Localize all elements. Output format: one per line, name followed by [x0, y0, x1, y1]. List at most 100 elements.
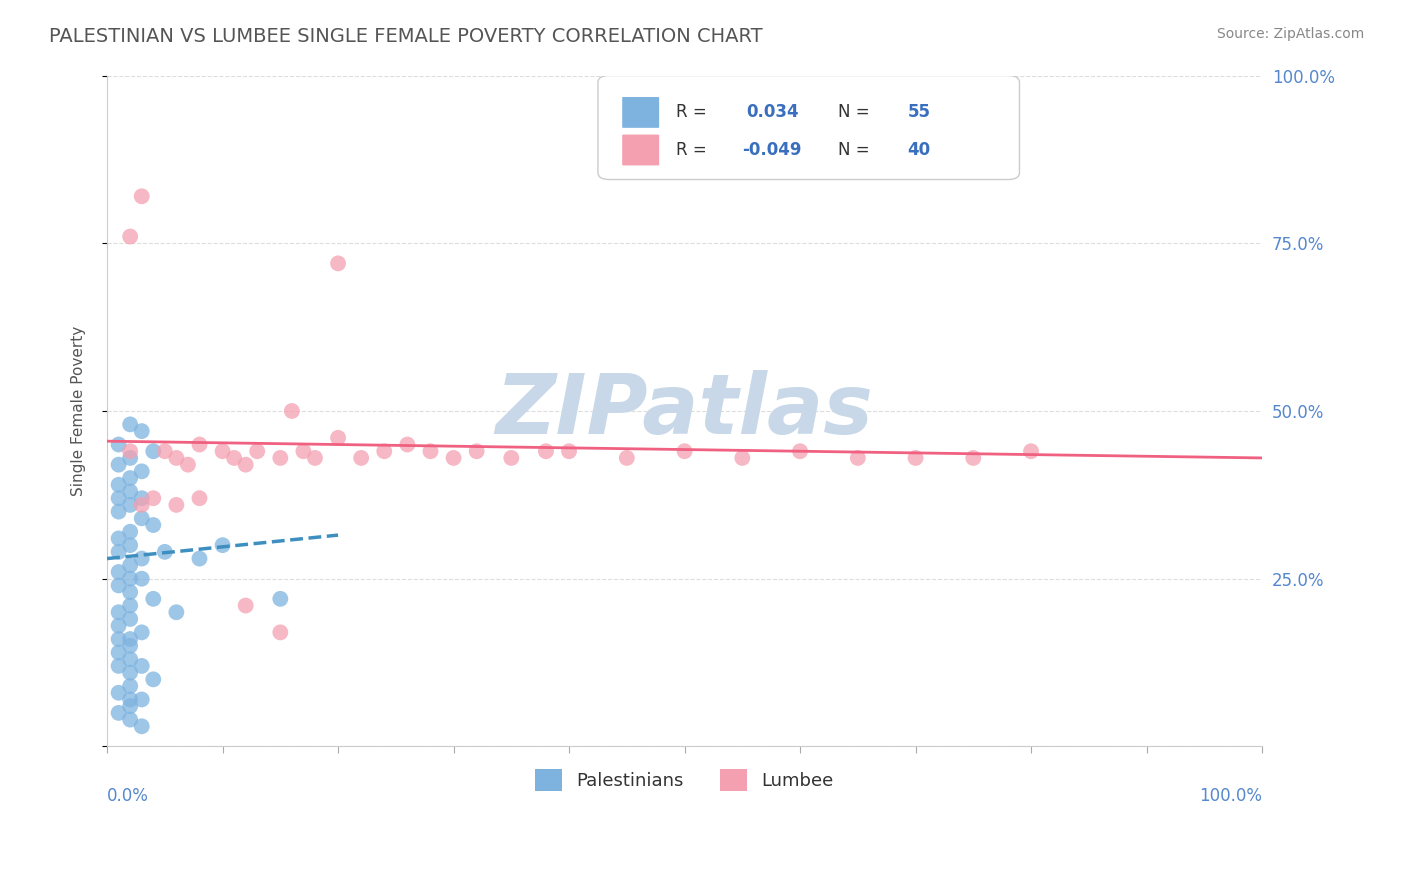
Point: [107, 565, 129, 579]
Point: [131, 491, 153, 506]
Point: [142, 444, 165, 458]
Text: Source: ZipAtlas.com: Source: ZipAtlas.com: [1216, 27, 1364, 41]
Point: [120, 484, 142, 499]
Point: [107, 605, 129, 619]
Point: [120, 498, 142, 512]
Text: 0.034: 0.034: [745, 103, 799, 121]
Point: [120, 713, 142, 727]
Point: [142, 673, 165, 687]
Point: [131, 659, 153, 673]
Point: [142, 491, 165, 506]
Point: [789, 444, 811, 458]
Point: [326, 431, 349, 445]
Point: [153, 444, 176, 458]
Point: [120, 679, 142, 693]
Point: [120, 558, 142, 573]
Point: [616, 450, 638, 465]
Point: [107, 632, 129, 646]
Point: [120, 538, 142, 552]
Point: [107, 659, 129, 673]
Point: [120, 639, 142, 653]
Text: N =: N =: [838, 141, 870, 159]
Point: [131, 692, 153, 706]
Point: [107, 686, 129, 700]
Point: [165, 605, 187, 619]
Point: [120, 450, 142, 465]
Point: [107, 646, 129, 660]
Point: [131, 719, 153, 733]
Point: [120, 699, 142, 714]
Point: [373, 444, 395, 458]
Point: [235, 599, 257, 613]
Point: [107, 532, 129, 546]
Point: [120, 612, 142, 626]
Text: -0.049: -0.049: [742, 141, 801, 159]
Text: ZIPatlas: ZIPatlas: [496, 370, 873, 451]
Point: [269, 591, 291, 606]
FancyBboxPatch shape: [598, 76, 1019, 179]
Text: 100.0%: 100.0%: [1199, 787, 1263, 805]
Text: N =: N =: [838, 103, 870, 121]
Point: [142, 518, 165, 533]
FancyBboxPatch shape: [623, 97, 659, 128]
Point: [107, 706, 129, 720]
Point: [107, 477, 129, 491]
Point: [107, 505, 129, 519]
Point: [120, 572, 142, 586]
Text: PALESTINIAN VS LUMBEE SINGLE FEMALE POVERTY CORRELATION CHART: PALESTINIAN VS LUMBEE SINGLE FEMALE POVE…: [49, 27, 763, 45]
Point: [120, 444, 142, 458]
Point: [153, 545, 176, 559]
Y-axis label: Single Female Poverty: Single Female Poverty: [72, 326, 86, 496]
Point: [501, 450, 523, 465]
Point: [107, 545, 129, 559]
Point: [120, 599, 142, 613]
Point: [269, 625, 291, 640]
Text: 55: 55: [907, 103, 931, 121]
Point: [131, 498, 153, 512]
Point: [131, 511, 153, 525]
Point: [350, 450, 373, 465]
Point: [269, 450, 291, 465]
Point: [188, 551, 211, 566]
Point: [120, 471, 142, 485]
Point: [107, 458, 129, 472]
Text: R =: R =: [676, 141, 707, 159]
Point: [246, 444, 269, 458]
Point: [131, 424, 153, 438]
Point: [235, 458, 257, 472]
Point: [120, 665, 142, 680]
Point: [211, 538, 233, 552]
Point: [846, 450, 869, 465]
Point: [558, 444, 581, 458]
Point: [419, 444, 441, 458]
Point: [120, 417, 142, 432]
Point: [281, 404, 304, 418]
Point: [131, 572, 153, 586]
Point: [120, 632, 142, 646]
Point: [188, 491, 211, 506]
Point: [120, 692, 142, 706]
Point: [131, 551, 153, 566]
Point: [443, 450, 465, 465]
FancyBboxPatch shape: [623, 135, 659, 165]
Point: [120, 524, 142, 539]
Point: [465, 444, 488, 458]
Point: [534, 444, 557, 458]
Point: [120, 652, 142, 666]
Point: [107, 491, 129, 506]
Point: [131, 189, 153, 203]
Point: [396, 437, 419, 451]
Point: [107, 618, 129, 632]
Point: [165, 498, 187, 512]
Point: [107, 437, 129, 451]
Point: [304, 450, 326, 465]
Point: [120, 585, 142, 599]
Text: 0.0%: 0.0%: [107, 787, 149, 805]
Point: [224, 450, 246, 465]
Point: [107, 578, 129, 592]
Point: [211, 444, 233, 458]
Point: [165, 450, 187, 465]
Point: [142, 591, 165, 606]
Point: [731, 450, 754, 465]
Point: [962, 450, 984, 465]
